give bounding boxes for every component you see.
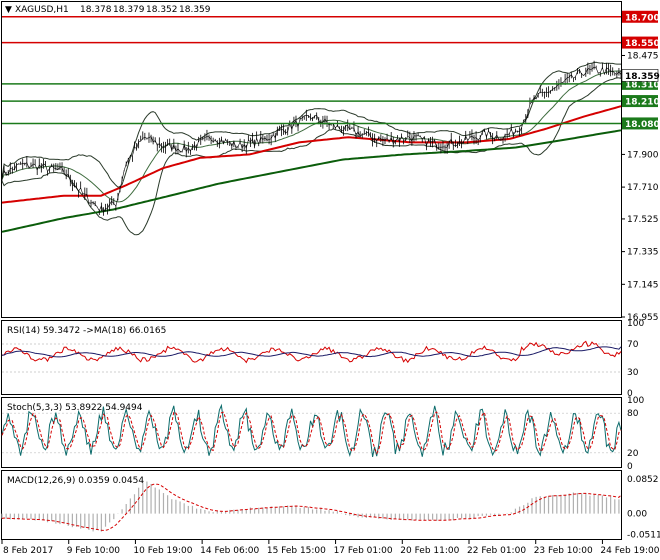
price-tick-label: 17.710	[627, 183, 659, 193]
level-tag-label: 18.700	[625, 13, 660, 23]
dropdown-triangle-icon[interactable]: ▼	[5, 5, 12, 15]
stoch-tick-label: 80	[627, 409, 639, 419]
level-tag-label: 18.310	[625, 80, 660, 90]
level-tag-label: 18.550	[625, 39, 660, 49]
time-tick-label: 20 Feb 11:00	[400, 546, 459, 556]
macd-panel-frame	[1, 470, 622, 540]
rsi-ma-line	[1, 346, 622, 358]
time-tick-label: 22 Feb 01:00	[467, 546, 526, 556]
macd-tick-label: 0.00	[627, 510, 647, 520]
ma-fast-line	[1, 105, 622, 204]
macd-panel: 0.0852 0.00 -0.0511	[1, 475, 660, 540]
rsi-tick-label: 100	[627, 319, 644, 329]
stoch-tick-label: 100	[627, 396, 644, 406]
rsi-tick-label: 30	[627, 368, 639, 378]
rsi-panel: 100 70 30 0	[1, 319, 644, 399]
price-tick-label: 18.475	[627, 51, 659, 61]
current-price-label: 18.359	[625, 72, 660, 82]
stoch-main-line	[1, 403, 622, 458]
current-price-tag	[621, 69, 659, 82]
time-tick-label: 8 Feb 2017	[3, 546, 53, 556]
level-tag	[622, 36, 658, 49]
time-tick-label: 14 Feb 06:00	[200, 546, 259, 556]
ohlc-open: 18.378	[80, 5, 112, 15]
time-tick-label: 23 Feb 10:00	[534, 546, 593, 556]
ohlc-low: 18.352	[146, 5, 178, 15]
time-tick-label: 15 Feb 15:00	[267, 546, 326, 556]
support-resistance-levels: 18.700 18.550 18.310 18.210 18.080 18.359	[2, 10, 660, 130]
chart-symbol: XAGUSD,H1	[15, 5, 69, 15]
time-tick-label: 9 Feb 10:00	[67, 546, 121, 556]
stoch-label: Stoch(5,3,3) 53.8922 54.9494	[7, 403, 143, 413]
time-tick-label: 24 Feb 19:00	[600, 546, 659, 556]
level-tag	[622, 95, 658, 108]
rsi-label: RSI(14) 59.3472 ->MA(18) 66.0165	[7, 326, 166, 336]
stoch-signal-line	[1, 411, 622, 455]
price-tick-label: 17.145	[627, 280, 659, 290]
stoch-panel: 100 80 20 0	[1, 396, 644, 472]
ohlc-close: 18.359	[179, 5, 211, 15]
price-close-line	[1, 66, 622, 213]
upper-band-line	[1, 61, 621, 188]
price-line	[1, 60, 622, 216]
main-panel-frame	[1, 1, 622, 318]
macd-tick-label: -0.0511	[627, 530, 660, 540]
price-tick-label: 17.335	[627, 248, 659, 258]
macd-signal-line	[1, 483, 622, 531]
stoch-tick-label: 20	[627, 449, 639, 459]
stoch-tick-label: 0	[627, 462, 633, 472]
macd-tick-label: 0.0852	[627, 475, 659, 485]
price-tick-label: 17.525	[627, 215, 659, 225]
price-axis: 18.475 17.900 17.710 17.525 17.335 17.145 16.9…	[621, 51, 659, 323]
ohlc-high: 18.379	[113, 5, 145, 15]
time-tick-label: 10 Feb 19:00	[133, 546, 192, 556]
level-tag	[622, 117, 658, 130]
price-tick-label: 16.955	[627, 313, 659, 323]
time-axis: 8 Feb 2017 9 Feb 10:00 10 Feb 19:00 14 Feb …	[1, 540, 660, 556]
level-tag	[622, 10, 658, 23]
price-tick-label: 17.900	[627, 150, 659, 160]
level-tag-label: 18.080	[625, 120, 660, 130]
macd-label: MACD(12,26,9) 0.0359 0.0454	[7, 476, 144, 486]
time-tick-label: 17 Feb 01:00	[334, 546, 393, 556]
rsi-tick-label: 70	[627, 340, 639, 350]
middle-band-line	[1, 70, 622, 203]
rsi-tick-label: 0	[627, 389, 633, 399]
level-tag-label: 18.210	[625, 98, 660, 108]
